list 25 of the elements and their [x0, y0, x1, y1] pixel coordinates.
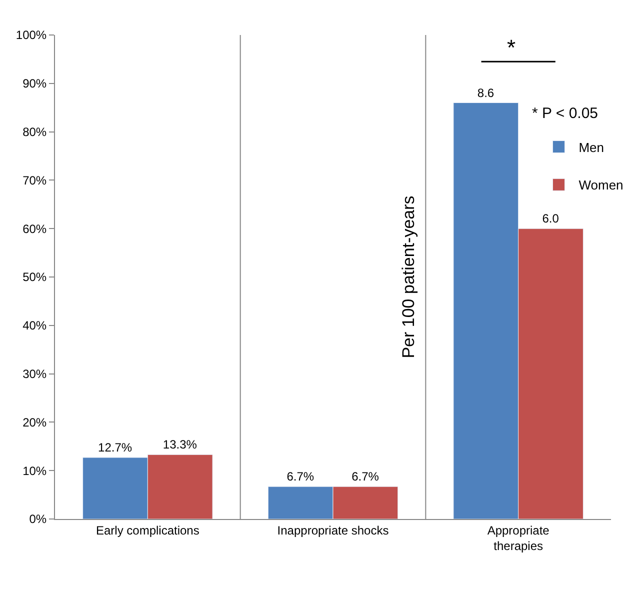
y-tick-label: 40% — [22, 318, 47, 333]
data-label: 12.7% — [98, 440, 132, 455]
y-tick-label: 50% — [22, 270, 47, 284]
y-tick-label: 80% — [22, 125, 47, 139]
y-tick-label: 90% — [22, 76, 47, 91]
data-label: 8.6 — [477, 86, 494, 100]
x-tick-label: Early complications — [96, 523, 200, 538]
y-tick-label: 10% — [22, 464, 47, 478]
data-label: 6.7% — [352, 470, 380, 484]
y-tick-label: 0% — [29, 512, 47, 526]
annotation: * — [507, 35, 516, 60]
data-label: 13.3% — [162, 438, 198, 452]
legend-label: Women — [578, 178, 624, 193]
legend-label: Men — [578, 140, 604, 155]
y-tick-label: 20% — [22, 415, 47, 430]
y-tick-label: 30% — [22, 367, 47, 381]
y-tick-label: 70% — [22, 173, 47, 188]
y2-axis-title: Per 100 patient-years — [399, 196, 418, 358]
x-tick-label: Inappropriate shocks — [277, 523, 389, 538]
y-tick-label: 60% — [22, 222, 47, 236]
x-tick-label: Appropriate therapies — [487, 523, 550, 553]
data-label: 6.0 — [542, 212, 560, 226]
data-label: 6.7% — [286, 470, 314, 484]
annotation: * P < 0.05 — [532, 105, 598, 122]
y-tick-label: 100% — [16, 28, 47, 42]
